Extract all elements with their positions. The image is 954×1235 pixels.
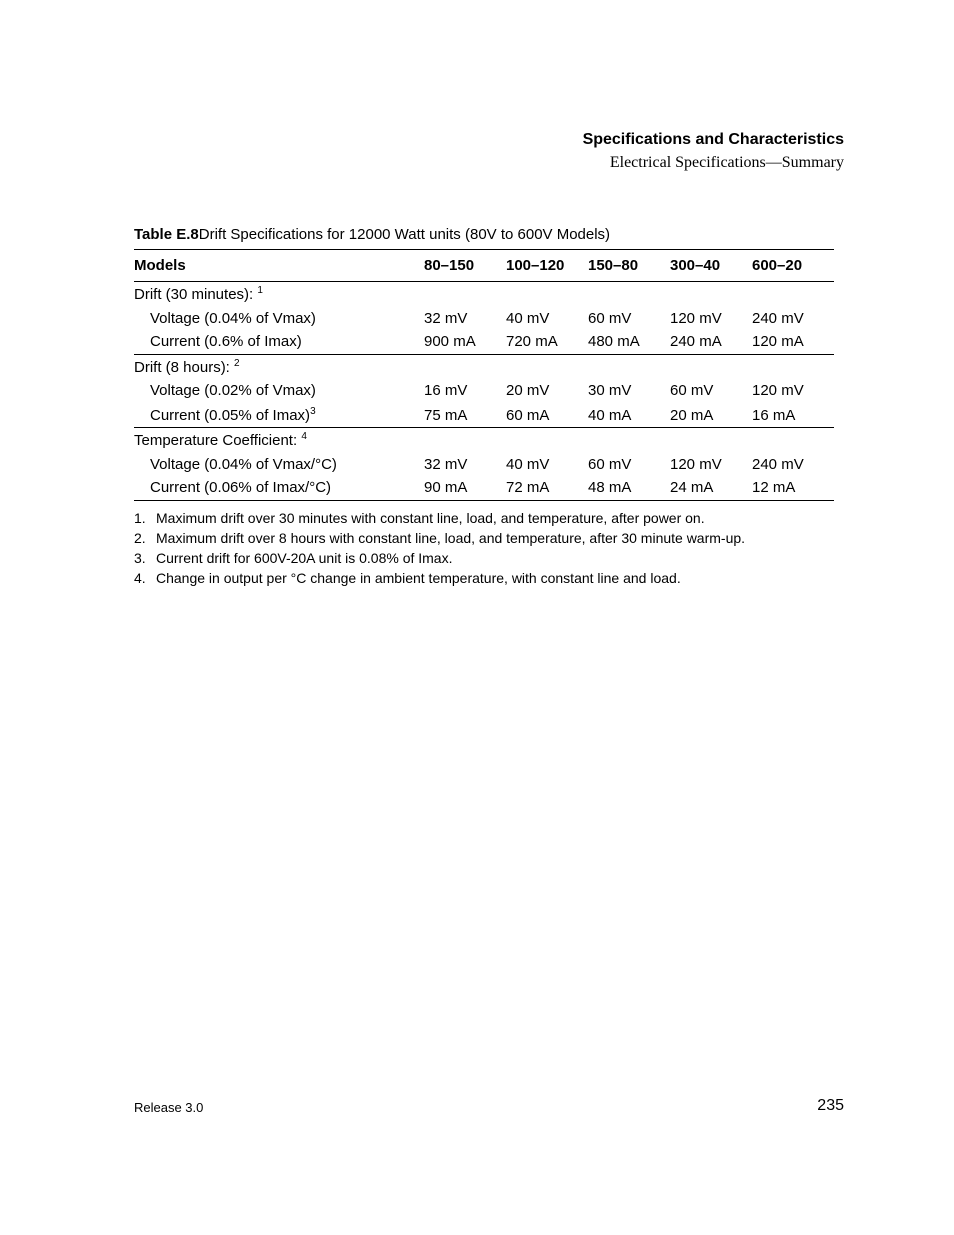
header-title: Specifications and Characteristics [583,130,844,151]
cell: 20 mA [670,403,752,428]
caption-label: Table E.8 [134,226,199,243]
cell: 32 mV [424,453,506,477]
table-row: Current (0.06% of Imax/°C) 90 mA 72 mA 4… [134,476,834,500]
table-row: Current (0.05% of Imax)3 75 mA 60 mA 40 … [134,403,834,428]
row-label: Voltage (0.04% of Vmax) [134,309,316,329]
col-header: 600–20 [752,249,834,282]
footnote-num: 3. [134,549,156,567]
cell: 120 mV [670,307,752,331]
table-body: Drift (30 minutes): 1 Voltage (0.04% of … [134,282,834,501]
group-heading: Drift (8 hours): [134,359,230,376]
cell: 240 mA [670,330,752,354]
cell: 40 mV [506,307,588,331]
group-heading: Drift (30 minutes): [134,286,253,303]
header-subtitle: Electrical Specifications—Summary [583,153,844,174]
group-heading: Temperature Coefficient: [134,432,297,449]
cell: 720 mA [506,330,588,354]
footnote-ref: 1 [257,285,263,296]
cell: 16 mV [424,379,506,403]
cell: 90 mA [424,476,506,500]
cell: 32 mV [424,307,506,331]
footnote: 3.Current drift for 600V-20A unit is 0.0… [134,549,834,567]
cell: 240 mV [752,453,834,477]
cell: 48 mA [588,476,670,500]
cell: 12 mA [752,476,834,500]
table-row: Voltage (0.04% of Vmax) 32 mV 40 mV 60 m… [134,307,834,331]
group-heading-row: Drift (8 hours): 2 [134,354,834,379]
cell: 60 mV [588,307,670,331]
table-header-row: Models 80–150 100–120 150–80 300–40 600–… [134,249,834,282]
footnote-ref: 2 [234,358,240,369]
row-label: Voltage (0.02% of Vmax) [134,381,316,401]
footer-release: Release 3.0 [134,1100,203,1117]
cell: 60 mV [670,379,752,403]
cell: 120 mV [752,379,834,403]
cell: 240 mV [752,307,834,331]
group-heading-row: Temperature Coefficient: 4 [134,428,834,453]
col-header: Models [134,249,424,282]
footnote-ref: 4 [301,431,307,442]
cell: 40 mA [588,403,670,428]
footnotes: 1.Maximum drift over 30 minutes with con… [134,509,834,588]
table-caption: Table E.8Drift Specifications for 12000 … [134,225,834,245]
cell: 16 mA [752,403,834,428]
cell: 30 mV [588,379,670,403]
footnote-text: Current drift for 600V-20A unit is 0.08%… [156,549,452,567]
footnote-text: Change in output per °C change in ambien… [156,569,681,587]
footnote-num: 2. [134,529,156,547]
footnote-num: 4. [134,569,156,587]
table-row: Current (0.6% of Imax) 900 mA 720 mA 480… [134,330,834,354]
cell: 24 mA [670,476,752,500]
cell: 60 mA [506,403,588,428]
page-header: Specifications and Characteristics Elect… [583,130,844,174]
footnote-text: Maximum drift over 30 minutes with const… [156,509,705,527]
cell: 900 mA [424,330,506,354]
group-heading-row: Drift (30 minutes): 1 [134,282,834,307]
cell: 40 mV [506,453,588,477]
row-label: Current (0.06% of Imax/°C) [134,478,331,498]
spec-table: Models 80–150 100–120 150–80 300–40 600–… [134,249,834,501]
col-header: 150–80 [588,249,670,282]
col-header: 100–120 [506,249,588,282]
footnote-text: Maximum drift over 8 hours with constant… [156,529,745,547]
row-label: Voltage (0.04% of Vmax/°C) [134,455,337,475]
footnote-num: 1. [134,509,156,527]
row-label: Current (0.05% of Imax) [150,407,310,424]
footnote: 2.Maximum drift over 8 hours with consta… [134,529,834,547]
content: Table E.8Drift Specifications for 12000 … [134,225,834,589]
footnote-ref: 3 [310,406,316,417]
caption-text: Drift Specifications for 12000 Watt unit… [199,226,610,243]
table-row: Voltage (0.02% of Vmax) 16 mV 20 mV 30 m… [134,379,834,403]
col-header: 80–150 [424,249,506,282]
cell: 60 mV [588,453,670,477]
table-row: Voltage (0.04% of Vmax/°C) 32 mV 40 mV 6… [134,453,834,477]
page: Specifications and Characteristics Elect… [0,0,954,1235]
row-label: Current (0.6% of Imax) [134,332,302,352]
cell: 20 mV [506,379,588,403]
cell: 120 mV [670,453,752,477]
footer-page-number: 235 [817,1096,844,1117]
footnote: 1.Maximum drift over 30 minutes with con… [134,509,834,527]
cell: 120 mA [752,330,834,354]
cell: 480 mA [588,330,670,354]
footnote: 4.Change in output per °C change in ambi… [134,569,834,587]
cell: 75 mA [424,403,506,428]
cell: 72 mA [506,476,588,500]
col-header: 300–40 [670,249,752,282]
